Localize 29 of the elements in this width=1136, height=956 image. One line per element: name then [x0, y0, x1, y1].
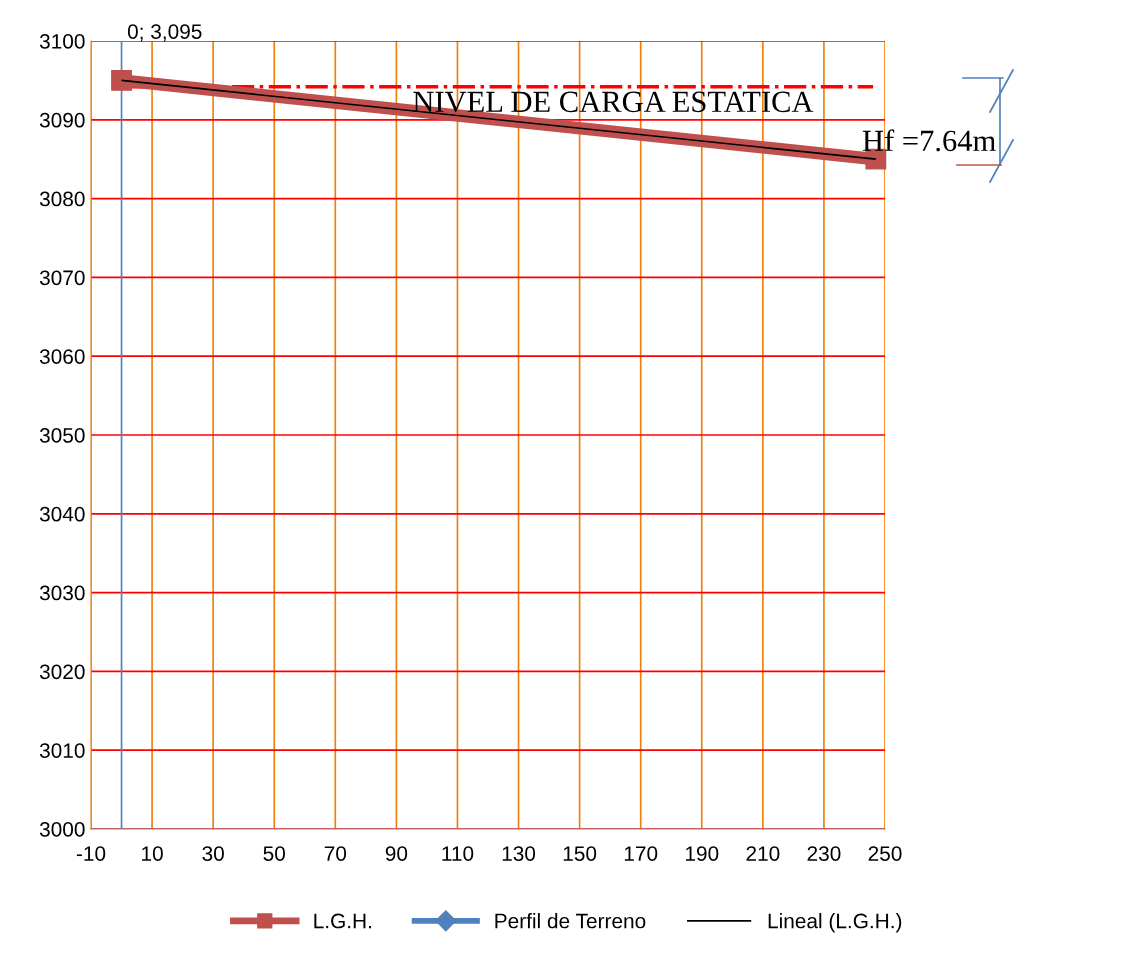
x-tick-label: 10 — [142, 846, 163, 861]
y-tick-label: 3070 — [39, 270, 85, 286]
x-tick-label: 170 — [624, 846, 658, 861]
x-tick-label: 110 — [442, 846, 474, 861]
y-tick-label: 3060 — [39, 349, 85, 364]
y-tick-label: 3080 — [39, 191, 85, 207]
legend-label: Lineal (L.G.H.) — [768, 913, 902, 933]
x-tick-label: 70 — [324, 846, 347, 861]
y-tick-label: 3030 — [39, 585, 85, 601]
legend-label: L.G.H. — [314, 913, 371, 929]
x-tick-label: -10 — [76, 846, 106, 861]
y-tick-label: 3100 — [39, 34, 85, 49]
y-tick-label: 3020 — [39, 664, 85, 680]
y-tick-label: 3040 — [39, 506, 85, 522]
x-tick-label: 50 — [263, 846, 285, 861]
x-tick-label: 90 — [385, 846, 408, 861]
x-tick-label: 150 — [563, 846, 597, 861]
legend-label: Perfil de Terreno — [495, 913, 646, 929]
y-tick-label: 3050 — [39, 428, 85, 443]
x-tick-label: 210 — [746, 846, 780, 861]
y-tick-label: 3090 — [39, 112, 85, 128]
x-tick-label: 30 — [202, 846, 224, 861]
x-tick-label: 190 — [685, 846, 719, 861]
x-tick-label: 230 — [807, 846, 841, 861]
x-tick-label: 130 — [502, 846, 536, 861]
annotation: 0; 3,095 — [127, 24, 202, 42]
y-tick-label: 3000 — [39, 822, 85, 837]
x-tick-label: 250 — [868, 846, 902, 861]
y-tick-label: 3010 — [39, 743, 85, 758]
